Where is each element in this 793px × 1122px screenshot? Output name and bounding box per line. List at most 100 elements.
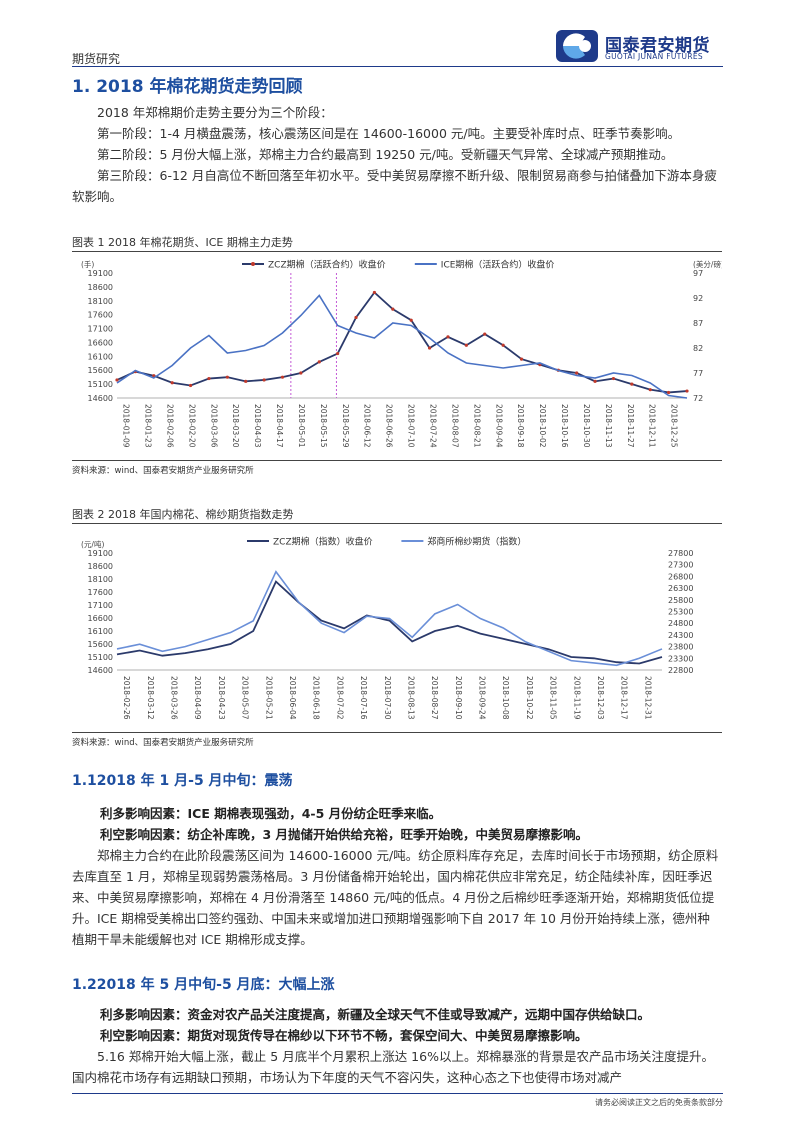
- y-tick-label-left: 15100: [88, 653, 113, 662]
- footer-divider: [72, 1093, 723, 1094]
- x-tick-label: 2018-05-29: [341, 404, 350, 448]
- series-line: [116, 294, 688, 399]
- data-point: [630, 382, 634, 386]
- figure1-divider: [72, 251, 722, 252]
- intro-line: 2018 年郑棉期价走势主要分为三个阶段：: [97, 105, 333, 120]
- paragraph-1-2: 5.16 郑棉开始大幅上涨，截止 5 月底半个月累积上涨达 16%以上。郑棉暴涨…: [72, 1049, 714, 1085]
- right-unit-label: (美分/磅): [693, 259, 722, 269]
- x-tick-label: 2018-10-30: [582, 404, 591, 448]
- data-point: [354, 315, 358, 320]
- data-point: [299, 371, 303, 375]
- figure2-source: 资料来源：wind、国泰君安期货产业服务研究所: [72, 738, 254, 748]
- x-tick-label: 2018-05-21: [264, 676, 273, 720]
- y-tick-label-left: 15600: [88, 640, 113, 649]
- y-tick-label-left: 18600: [88, 562, 113, 571]
- series-line: [116, 580, 663, 665]
- y-tick-label-left: 18100: [88, 297, 113, 306]
- figure2-title: 图表 2 2018 年国内棉花、棉纱期货指数走势: [72, 508, 294, 521]
- x-tick-label: 2018-05-01: [297, 404, 306, 448]
- bullish-factors-1-2: 利多影响因素：资金对农产品关注度提高，新疆及全球天气不佳或导致减产，远期中国存供…: [100, 1007, 651, 1022]
- x-tick-label: 2018-03-12: [146, 676, 155, 720]
- data-point: [317, 360, 321, 364]
- data-point: [262, 378, 266, 382]
- y-tick-label-right: 26300: [668, 584, 693, 593]
- intro-line: 第三阶段：6-12 月自高位不断回落至年初水平。受中美贸易摩擦不断升级、限制贸易…: [72, 168, 717, 204]
- data-point: [483, 332, 487, 336]
- x-tick-label: 2018-08-07: [450, 404, 459, 448]
- x-tick-label: 2018-11-05: [549, 676, 558, 720]
- x-tick-label: 2018-06-04: [288, 676, 297, 720]
- y-tick-label-left: 17100: [88, 601, 113, 610]
- header-section: 期货研究: [72, 52, 121, 66]
- series-line: [116, 291, 688, 394]
- y-tick-label-left: 17600: [88, 311, 113, 320]
- data-point: [464, 343, 468, 347]
- x-tick-label: 2018-08-21: [472, 404, 481, 448]
- data-point: [648, 388, 652, 392]
- left-unit-label: (元/吨): [81, 539, 104, 549]
- section-title: 1. 2018 年棉花期货走势回顾: [72, 77, 303, 97]
- y-tick-label-left: 18100: [88, 575, 113, 584]
- y-tick-label-right: 82: [693, 344, 703, 353]
- x-tick-label: 2018-08-27: [430, 676, 439, 720]
- data-point: [115, 378, 119, 382]
- y-tick-label-left: 17100: [88, 325, 113, 334]
- logo-text-en: GUOTAI JUNAN FUTURES: [605, 52, 703, 61]
- x-tick-label: 2018-12-31: [643, 676, 652, 720]
- legend-label: ICE期棉（活跃合约）收盘价: [441, 259, 555, 271]
- data-point: [611, 376, 616, 381]
- x-tick-label: 2018-02-06: [165, 404, 174, 448]
- x-tick-label: 2018-06-12: [363, 404, 372, 448]
- subsection-title-1-1: 1.12018 年 1 月-5 月中旬：震荡: [72, 773, 293, 789]
- y-tick-label-right: 23800: [668, 643, 693, 652]
- x-tick-label: 2018-10-02: [538, 404, 547, 448]
- x-tick-label: 2018-10-08: [501, 676, 510, 720]
- x-tick-label: 2018-07-24: [429, 404, 438, 448]
- x-tick-label: 2018-12-11: [648, 404, 657, 448]
- data-point: [667, 390, 671, 395]
- subsection-title-1-2: 1.22018 年 5 月中旬-5 月底：大幅上涨: [72, 977, 335, 993]
- y-tick-label-left: 19100: [88, 549, 113, 558]
- legend-marker: [251, 262, 255, 266]
- x-tick-label: 2018-06-26: [385, 404, 394, 448]
- y-tick-label-right: 25800: [668, 596, 693, 605]
- data-point: [427, 346, 432, 350]
- bearish-factors-1-2: 利空影响因素：期货对现货传导在棉纱以下环节不畅，套保空间大、中美贸易摩擦影响。: [100, 1028, 588, 1043]
- y-tick-label-right: 97: [693, 269, 703, 278]
- data-point: [372, 290, 377, 295]
- x-tick-label: 2018-12-17: [620, 676, 629, 720]
- series-line: [116, 570, 663, 667]
- data-point: [501, 343, 505, 347]
- data-point: [188, 383, 193, 388]
- x-tick-label: 2018-04-17: [275, 404, 284, 448]
- logo-icon: [556, 30, 598, 62]
- data-point: [225, 375, 229, 379]
- x-tick-label: 2018-12-03: [596, 676, 605, 720]
- x-tick-label: 2018-07-16: [359, 676, 368, 720]
- data-point: [593, 379, 597, 383]
- y-tick-label-left: 16600: [88, 614, 113, 623]
- x-tick-label: 2018-02-20: [187, 404, 196, 448]
- figure1-title: 图表 1 2018 年棉花期货、ICE 期棉主力走势: [72, 236, 293, 249]
- data-point: [575, 371, 579, 375]
- chart2: (元/吨) 14600 15100 15600 16100 16600 17100 17600…: [81, 536, 693, 720]
- left-unit-label: (手): [81, 259, 94, 269]
- x-tick-label: 2018-10-22: [525, 676, 534, 720]
- y-tick-label-right: 22800: [668, 666, 693, 675]
- data-point: [280, 375, 285, 379]
- x-tick-label: 2018-06-18: [312, 676, 321, 720]
- x-tick-label: 2018-01-09: [122, 404, 131, 448]
- y-tick-label-left: 16600: [88, 338, 113, 347]
- figure1-source: 资料来源：wind、国泰君安期货产业服务研究所: [72, 466, 254, 476]
- paragraph-1-1: 郑棉主力合约在此阶段震荡区间为 14600-16000 元/吨。纺企原料库存充足…: [72, 848, 719, 947]
- x-tick-label: 2018-05-15: [319, 404, 328, 448]
- y-tick-label-left: 14600: [88, 666, 113, 675]
- x-tick-label: 2018-05-07: [241, 676, 250, 720]
- bullish-factors-1-1: 利多影响因素：ICE 期棉表现强劲，4-5 月份纺企旺季来临。: [100, 806, 442, 821]
- x-tick-label: 2018-09-24: [478, 676, 487, 720]
- x-tick-label: 2018-01-23: [144, 404, 153, 448]
- figure2-bottom-divider: [72, 732, 722, 733]
- data-point: [391, 307, 395, 311]
- x-tick-label: 2018-11-27: [626, 404, 635, 448]
- x-tick-label: 2018-12-25: [670, 404, 679, 448]
